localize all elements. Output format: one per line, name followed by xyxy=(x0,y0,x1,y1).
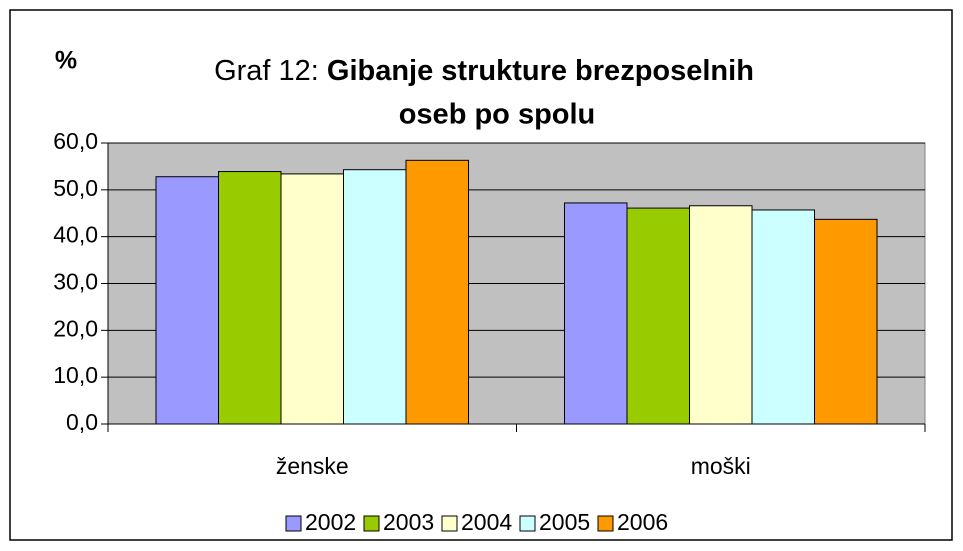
title-line: Gibanje strukture brezposelnih xyxy=(327,55,754,87)
bar xyxy=(751,209,816,425)
bar xyxy=(688,205,753,425)
chart-title: Graf 12: Gibanje strukture brezposelnih xyxy=(214,55,754,87)
x-tick-label: moški xyxy=(691,453,751,479)
y-tick-label: 40,0 xyxy=(53,222,98,248)
bar xyxy=(814,218,878,425)
bar xyxy=(343,169,407,425)
y-tick-label: 0,0 xyxy=(66,409,98,435)
y-tick-label: 60,0 xyxy=(53,128,98,154)
legend-swatch xyxy=(363,515,380,532)
legend-label: 2003 xyxy=(383,509,434,535)
legend-label: 2004 xyxy=(461,509,512,535)
x-tick-label: ženske xyxy=(276,453,349,479)
legend-label: 2006 xyxy=(617,509,668,535)
title-line: oseb po spolu xyxy=(399,99,596,131)
legend-swatch xyxy=(285,515,302,532)
bar xyxy=(405,159,470,425)
bar xyxy=(563,202,628,425)
y-tick-label: 30,0 xyxy=(53,269,98,295)
legend-swatch xyxy=(441,515,458,532)
y-axis-label: % xyxy=(55,47,77,75)
bar xyxy=(280,173,345,425)
legend-label: 2002 xyxy=(305,509,356,535)
legend-swatch xyxy=(597,515,614,532)
bar xyxy=(155,176,219,425)
legend-label: 2005 xyxy=(539,509,590,535)
y-tick-label: 50,0 xyxy=(53,175,98,201)
legend-swatch xyxy=(519,515,536,532)
y-tick-label: 20,0 xyxy=(53,315,98,341)
title-prefix: Graf 12: xyxy=(214,55,327,87)
y-tick-label: 10,0 xyxy=(53,362,98,388)
bar xyxy=(217,171,282,425)
bar xyxy=(626,207,690,425)
